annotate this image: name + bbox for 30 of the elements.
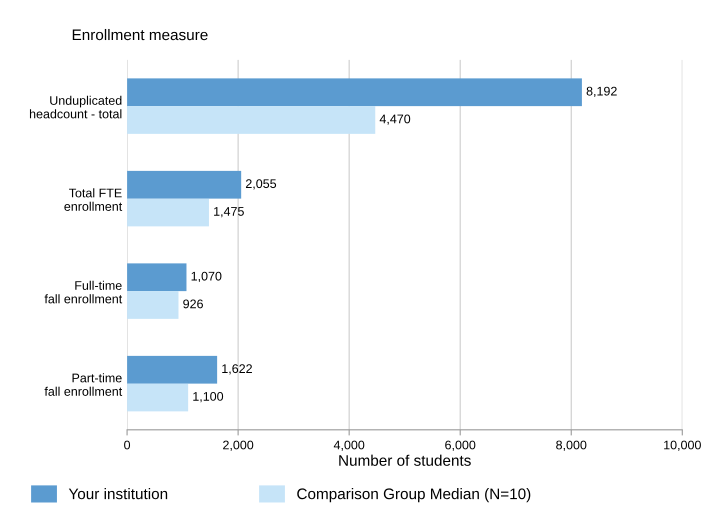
x-tick-label: 6,000 [445, 440, 476, 451]
y-axis-title: Enrollment measure [72, 28, 208, 40]
bar [127, 263, 186, 292]
x-tick-label: 0 [124, 440, 130, 450]
x-axis-title: Number of students [339, 454, 471, 466]
y-tick-label: Part-time fall enrollment [44, 373, 122, 396]
y-tick-label: Full-time fall enrollment [44, 280, 122, 304]
bar [127, 170, 242, 199]
text: 2,055 [246, 179, 276, 190]
y-tick-label: Total FTE enrollment [64, 188, 122, 211]
bar [127, 291, 178, 319]
text: 1,475 [214, 207, 244, 218]
x-tick-label: 10,000 [664, 440, 701, 451]
bar [127, 106, 376, 134]
bar [127, 384, 188, 412]
text: 1,622 [222, 364, 252, 375]
bar [127, 78, 582, 106]
x-tick-label: 4,000 [334, 440, 364, 451]
bar [127, 356, 218, 384]
text: 1,070 [192, 272, 222, 282]
x-tick-label: 2,000 [223, 440, 254, 451]
text: 926 [183, 299, 203, 308]
legend-label: Comparison Group Median (N=10) [297, 488, 530, 502]
legend-label: Your institution [68, 488, 168, 500]
bar [127, 198, 209, 226]
y-tick-label: Unduplicated headcount - total [30, 96, 122, 118]
x-tick-label: 8,000 [556, 440, 586, 451]
text: 8,192 [586, 86, 617, 98]
text: 4,470 [380, 114, 410, 125]
text: 1,100 [193, 392, 224, 402]
